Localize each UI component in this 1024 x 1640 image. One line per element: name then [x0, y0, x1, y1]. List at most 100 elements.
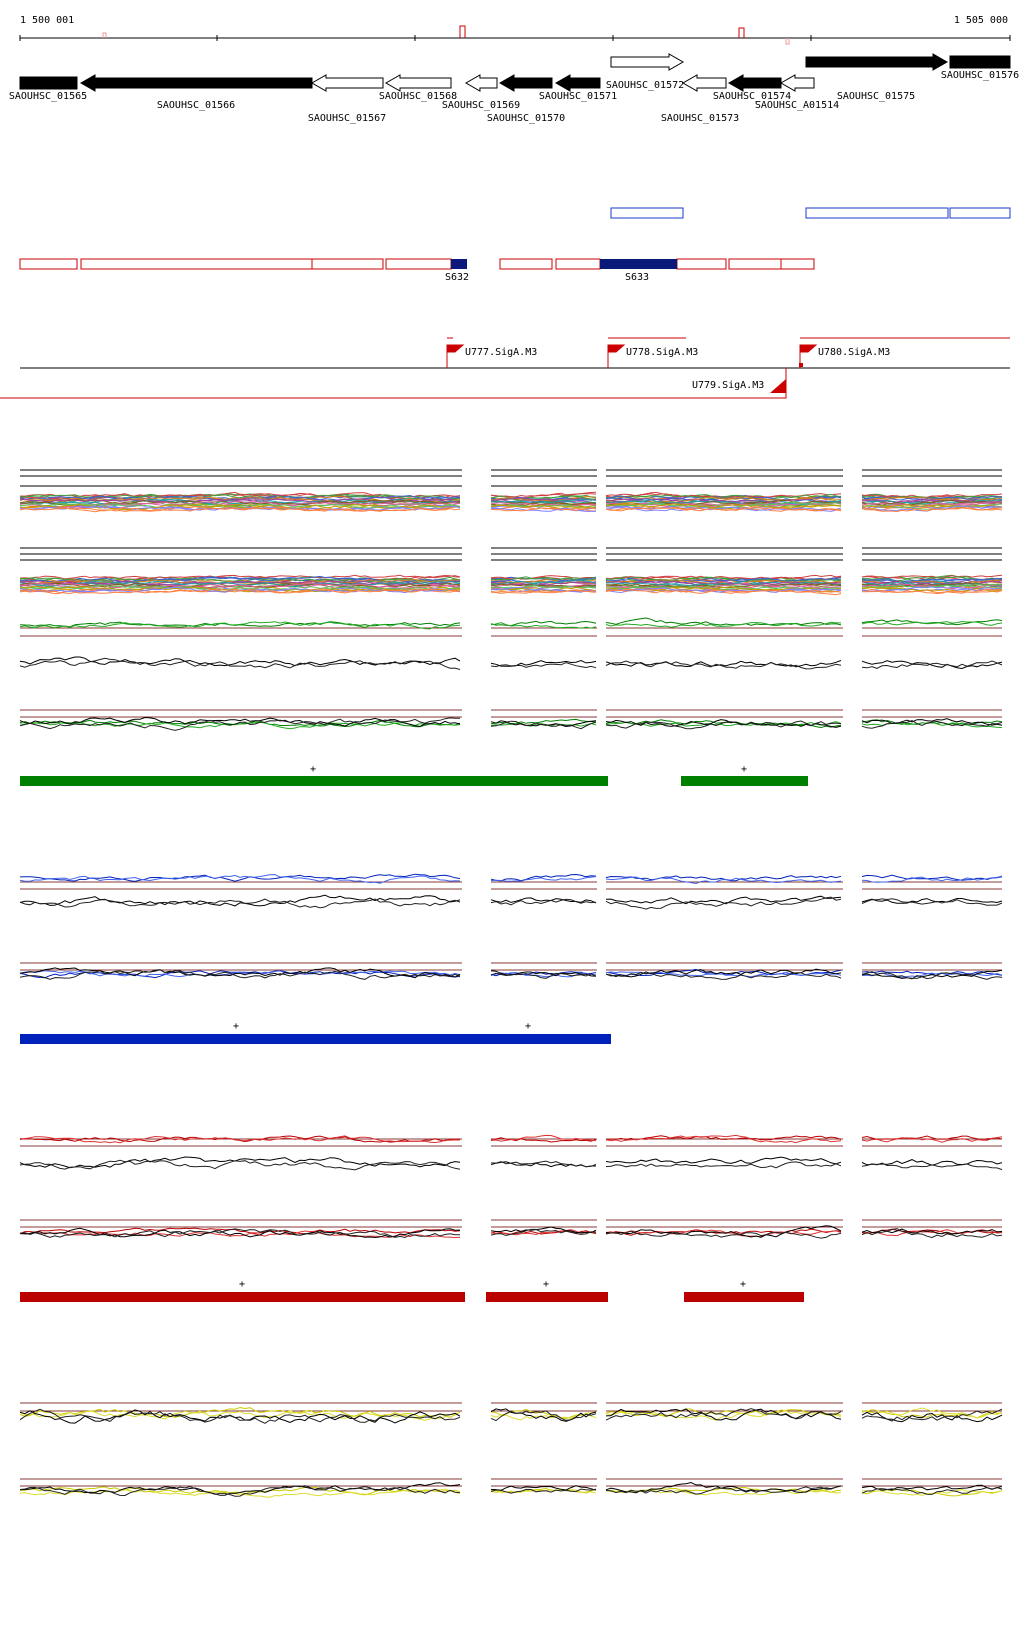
expression-trace [490, 722, 597, 727]
expression-trace [605, 582, 842, 590]
expression-trace [861, 1136, 1003, 1143]
gene-arrow[interactable] [727, 74, 782, 92]
expression-trace [19, 1159, 461, 1171]
multi-condition-panel-2 [19, 547, 1003, 596]
expression-trace [861, 579, 1003, 586]
expression-trace [605, 501, 842, 508]
expression-trace [19, 1228, 461, 1239]
green-segment-2-mark: + [741, 764, 747, 775]
blue-condition-lower [19, 962, 1003, 980]
gene-arrow[interactable] [310, 74, 384, 92]
yellow-condition-lower [19, 1478, 1003, 1498]
expression-trace [490, 972, 597, 978]
expression-trace [605, 1135, 842, 1141]
multi-condition-panel-1 [19, 469, 1003, 513]
expression-trace [605, 577, 842, 584]
green-segment-1 [20, 776, 608, 786]
expression-trace [605, 1229, 842, 1238]
expression-trace [605, 579, 842, 585]
transcript-S633-label: S633 [625, 272, 649, 283]
expression-trace [490, 1160, 597, 1168]
expression-trace [605, 1481, 842, 1494]
expression-trace [861, 1162, 1003, 1171]
expression-trace [490, 1161, 596, 1168]
gene-arrow[interactable] [554, 74, 601, 92]
expression-trace [19, 721, 461, 730]
gene-label: SAOUHSC_01571 [539, 91, 617, 102]
expression-trace [19, 621, 461, 630]
promoter-U779-label: U779.SigA.M3 [692, 380, 764, 391]
expression-trace [490, 1226, 597, 1234]
expression-trace [861, 875, 1003, 883]
blue-segment-1-mark-b: + [525, 1021, 531, 1032]
expression-trace [605, 502, 842, 509]
gene-arrow[interactable] [384, 74, 452, 92]
gene-saouhsc_01572[interactable]: SAOUHSC_01572 [606, 53, 685, 91]
promoter-U777-label: U777.SigA.M3 [465, 347, 537, 358]
expression-trace [490, 579, 597, 584]
gene-saouhsc_01574[interactable]: SAOUHSC_01574 [713, 74, 791, 102]
expression-trace [605, 587, 842, 593]
expression-trace [490, 1488, 597, 1494]
expression-trace [19, 970, 461, 978]
gene-arrow[interactable] [681, 74, 727, 92]
expression-trace [490, 720, 597, 730]
gene-saouhsc_01567[interactable]: SAOUHSC_01567 [308, 74, 386, 124]
expression-trace [490, 897, 597, 904]
green-segments: + + [20, 764, 808, 786]
expression-trace [605, 1408, 842, 1421]
gene-saouhsc_01569[interactable]: SAOUHSC_01569 [442, 74, 520, 111]
expression-trace [19, 492, 461, 500]
expression-trace [19, 1485, 461, 1497]
gene-saouhsc_01576[interactable]: SAOUHSC_01576 [941, 55, 1019, 81]
gene-label: SAOUHSC_01576 [941, 70, 1019, 81]
expression-trace [861, 718, 1003, 726]
gene-arrow[interactable] [805, 53, 949, 71]
expression-trace [19, 1409, 461, 1424]
expression-trace [861, 720, 1003, 729]
gene-label: SAOUHSC_01566 [157, 100, 235, 111]
expression-trace [605, 575, 842, 581]
gene-arrow[interactable] [498, 74, 553, 92]
gene-saouhsc_a01514[interactable]: SAOUHSC_A01514 [755, 74, 839, 111]
expression-trace [606, 496, 842, 502]
expression-trace [490, 1485, 597, 1491]
gene-arrow[interactable] [779, 74, 815, 92]
gene-saouhsc_01573[interactable]: SAOUHSC_01573 [661, 74, 739, 124]
expression-trace [861, 1228, 1003, 1239]
gene-saouhsc_01565[interactable]: SAOUHSC_01565 [9, 76, 87, 102]
gene-arrow[interactable] [949, 55, 1011, 69]
expression-trace [605, 617, 842, 626]
gene-saouhsc_01566[interactable]: SAOUHSC_01566 [79, 74, 313, 111]
expression-trace [490, 1137, 597, 1143]
gene-label: SAOUHSC_01575 [837, 91, 915, 102]
expression-trace [19, 502, 461, 509]
gene-saouhsc_01570[interactable]: SAOUHSC_01570 [487, 74, 565, 124]
expression-trace [605, 720, 842, 730]
expression-trace [605, 588, 842, 594]
expression-trace [861, 1408, 1003, 1422]
expression-trace [605, 876, 842, 885]
gene-saouhsc_01575[interactable]: SAOUHSC_01575 [805, 53, 949, 102]
gene-arrow[interactable] [19, 76, 78, 90]
gene-arrow[interactable] [610, 53, 685, 71]
expression-trace [861, 972, 1003, 978]
gene-arrow[interactable] [464, 74, 498, 92]
gene-arrow[interactable] [79, 74, 313, 92]
expression-trace [605, 576, 842, 582]
expression-trace [605, 493, 842, 501]
expression-trace [605, 1134, 842, 1144]
expression-trace [19, 898, 461, 909]
expression-trace [861, 586, 1003, 592]
gene-saouhsc_01568[interactable]: SAOUHSC_01568 [379, 74, 457, 102]
expression-trace [861, 504, 1003, 509]
expression-trace [605, 895, 842, 905]
blue-segments: + + [20, 1021, 611, 1044]
gene-saouhsc_01571[interactable]: SAOUHSC_01571 [539, 74, 617, 102]
expression-trace [861, 588, 1003, 594]
expression-trace [861, 619, 1003, 626]
expression-trace [490, 507, 597, 512]
gene-label: SAOUHSC_01573 [661, 113, 739, 124]
promoter-U778: U778.SigA.M3 [607, 344, 698, 368]
